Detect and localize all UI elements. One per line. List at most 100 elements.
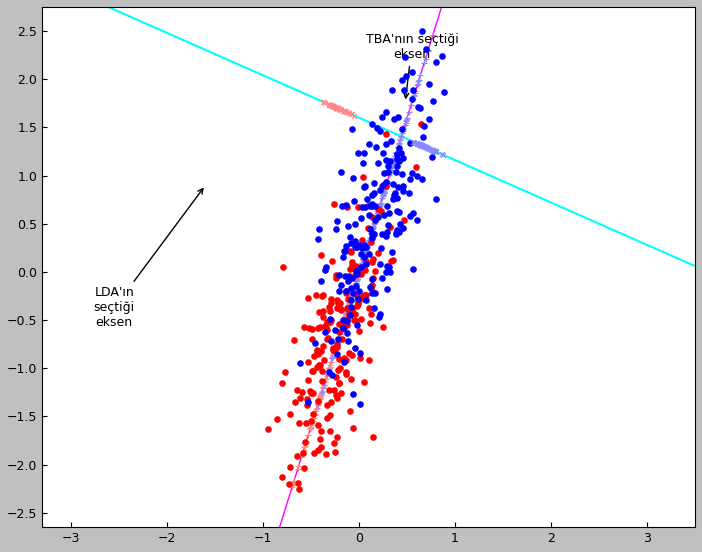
Point — [388, 115, 399, 124]
Point — [397, 126, 409, 135]
Point — [385, 165, 397, 174]
Point — [331, 295, 343, 304]
Point — [312, 401, 323, 410]
Point — [387, 86, 398, 94]
Point — [288, 477, 299, 486]
Point — [406, 68, 418, 77]
Point — [296, 453, 307, 461]
Point — [319, 98, 330, 107]
Point — [412, 139, 423, 148]
Point — [331, 338, 343, 347]
Point — [359, 265, 371, 274]
Point — [380, 183, 391, 192]
Point — [345, 296, 356, 305]
Point — [367, 432, 378, 441]
Point — [411, 216, 423, 225]
Point — [302, 293, 313, 302]
Point — [366, 283, 377, 292]
Point — [362, 224, 373, 232]
Point — [369, 216, 380, 225]
Point — [339, 107, 350, 116]
Point — [352, 272, 364, 280]
Point — [357, 255, 369, 264]
Point — [430, 147, 441, 156]
Point — [353, 269, 364, 278]
Point — [331, 216, 343, 225]
Point — [397, 224, 409, 232]
Point — [377, 180, 388, 189]
Point — [317, 342, 329, 351]
Point — [362, 241, 373, 250]
Point — [323, 367, 334, 375]
Point — [417, 141, 428, 150]
Point — [403, 108, 414, 116]
Point — [400, 72, 411, 81]
Point — [385, 166, 397, 174]
Point — [416, 141, 428, 150]
Point — [346, 261, 357, 269]
Point — [366, 257, 378, 266]
Point — [388, 256, 399, 264]
Point — [373, 205, 384, 214]
Point — [322, 370, 333, 379]
Point — [332, 366, 343, 375]
Point — [386, 248, 397, 257]
Point — [363, 210, 374, 219]
Point — [306, 335, 317, 343]
Point — [374, 260, 385, 269]
Point — [316, 389, 327, 397]
Point — [416, 141, 428, 150]
Point — [422, 46, 433, 55]
Point — [323, 365, 334, 374]
Point — [312, 399, 324, 408]
Point — [361, 290, 372, 299]
Point — [334, 105, 345, 114]
Point — [321, 371, 332, 380]
Point — [362, 240, 373, 248]
Point — [357, 254, 369, 263]
Point — [317, 377, 328, 386]
Point — [426, 146, 437, 155]
Point — [345, 375, 356, 384]
Point — [315, 427, 326, 436]
Point — [347, 261, 358, 270]
Point — [391, 229, 402, 237]
Point — [379, 185, 390, 194]
Point — [364, 249, 375, 258]
Point — [383, 208, 395, 217]
Point — [431, 147, 442, 156]
Point — [374, 202, 385, 211]
Point — [399, 52, 411, 61]
Point — [322, 401, 333, 410]
Point — [313, 398, 324, 407]
Point — [331, 103, 343, 112]
Point — [410, 139, 421, 147]
Point — [336, 322, 347, 331]
Point — [343, 300, 355, 309]
Point — [398, 125, 409, 134]
Point — [338, 315, 350, 324]
Point — [414, 140, 425, 149]
Point — [340, 108, 351, 116]
Point — [404, 174, 416, 183]
Point — [350, 265, 361, 274]
Point — [354, 266, 365, 275]
Point — [414, 140, 425, 149]
Point — [276, 378, 287, 387]
Point — [312, 399, 324, 407]
Point — [336, 320, 347, 328]
Point — [335, 326, 346, 335]
Point — [338, 323, 349, 332]
Point — [335, 299, 346, 307]
Point — [333, 328, 345, 337]
Point — [430, 194, 442, 203]
Point — [277, 473, 288, 482]
Point — [369, 230, 380, 238]
Point — [385, 268, 396, 277]
Point — [307, 417, 318, 426]
Point — [299, 442, 310, 450]
Point — [341, 307, 352, 316]
Point — [315, 390, 326, 399]
Point — [411, 139, 423, 147]
Point — [342, 306, 353, 315]
